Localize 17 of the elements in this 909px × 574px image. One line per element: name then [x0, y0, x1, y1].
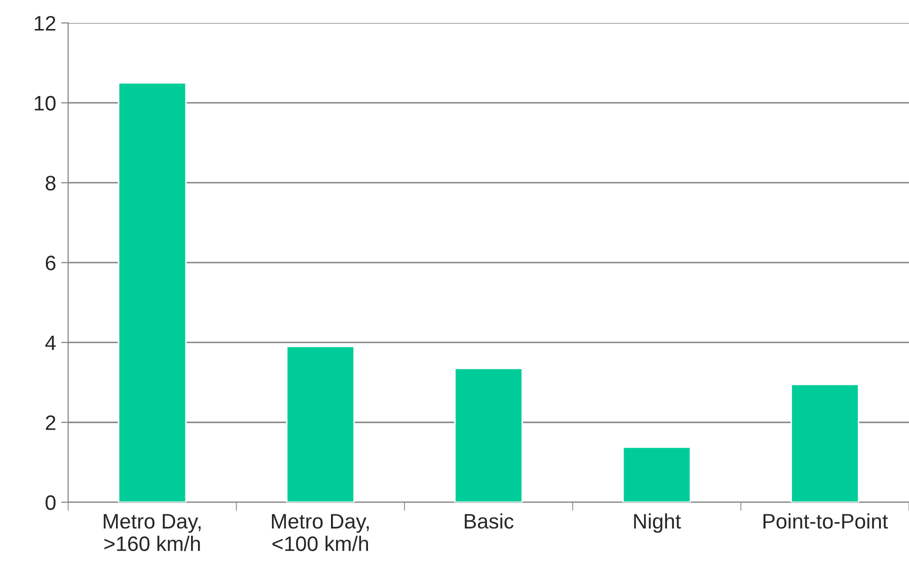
- y-tick-label: 4: [45, 336, 56, 350]
- bar: [454, 368, 523, 502]
- y-tick-label: 10: [34, 96, 56, 111]
- x-tick-label: Night: [634, 513, 681, 533]
- y-tick-label: 12: [34, 16, 56, 31]
- bar: [622, 446, 692, 502]
- bar: [790, 384, 860, 502]
- x-tick-label: Metro Day, >160 km/h: [104, 514, 201, 552]
- y-tick-label: 2: [46, 415, 56, 430]
- bar: [118, 82, 187, 502]
- bar: [286, 346, 355, 502]
- x-tick-label: Metro Day, <100 km/h: [272, 514, 369, 552]
- x-tick-label: Point-to-Point: [764, 513, 888, 529]
- y-tick-label: 8: [46, 176, 56, 190]
- y-tick-label: 0: [46, 495, 56, 510]
- y-tick-label: 6: [46, 256, 56, 270]
- x-tick-label: Basic: [464, 513, 514, 529]
